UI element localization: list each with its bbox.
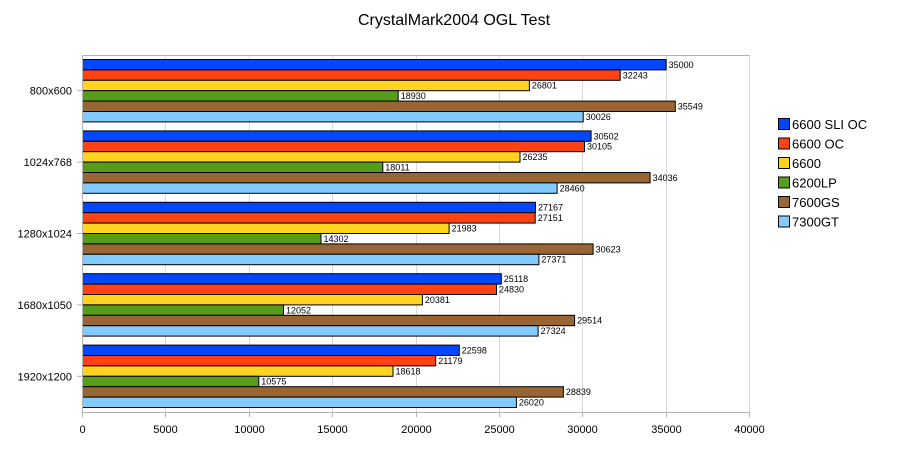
bar bbox=[82, 283, 497, 296]
bar bbox=[82, 161, 384, 174]
category-label: 800x600 bbox=[30, 86, 72, 98]
bar bbox=[82, 69, 621, 81]
data-label: 18930 bbox=[401, 91, 426, 101]
x-tick-label: 10000 bbox=[234, 424, 265, 436]
legend-swatch bbox=[778, 176, 790, 189]
bar bbox=[82, 172, 651, 184]
data-label: 27167 bbox=[538, 203, 563, 213]
bar bbox=[82, 90, 399, 102]
data-labels: 35000 32243 26801 18930 35549 30026 3050230105… bbox=[261, 60, 703, 408]
bar bbox=[82, 59, 667, 71]
legend-label: 6600 OC bbox=[792, 137, 844, 152]
bar bbox=[82, 243, 594, 255]
bar bbox=[82, 151, 521, 163]
data-label: 35549 bbox=[678, 102, 703, 112]
data-label: 27371 bbox=[541, 255, 566, 265]
legend-swatch bbox=[778, 137, 790, 150]
x-tick-label: 40000 bbox=[734, 424, 765, 436]
data-label: 24830 bbox=[499, 285, 524, 295]
data-label: 20381 bbox=[425, 295, 450, 305]
data-label: 18011 bbox=[385, 163, 409, 173]
data-label: 26020 bbox=[519, 398, 544, 408]
x-tick-label: 30000 bbox=[567, 424, 598, 436]
x-tick-label: 35000 bbox=[651, 424, 682, 436]
legend-item: 6200LP bbox=[778, 176, 837, 191]
x-tick-label: 5000 bbox=[153, 424, 177, 436]
bar bbox=[82, 294, 423, 306]
bar bbox=[82, 79, 530, 92]
data-label: 21983 bbox=[452, 224, 477, 234]
data-label: 34036 bbox=[653, 173, 678, 183]
legend-label: 6200LP bbox=[792, 176, 837, 191]
data-label: 28839 bbox=[566, 387, 591, 397]
bar bbox=[82, 140, 585, 153]
data-label: 35000 bbox=[669, 60, 694, 70]
category-label: 1680x1050 bbox=[18, 300, 72, 312]
data-label: 29514 bbox=[577, 316, 602, 326]
data-label: 30026 bbox=[586, 112, 611, 122]
data-label: 12052 bbox=[286, 305, 311, 315]
chart-title: CrystalMark2004 OGL Test bbox=[358, 12, 551, 29]
bar bbox=[82, 130, 592, 142]
data-label: 14302 bbox=[324, 234, 349, 244]
x-tick-label: 0 bbox=[79, 424, 85, 436]
legend-item: 6600 SLI OC bbox=[778, 117, 867, 132]
category-label: 1920x1200 bbox=[18, 371, 72, 383]
legend-label: 6600 SLI OC bbox=[792, 117, 867, 132]
data-label: 30502 bbox=[594, 131, 619, 141]
bar bbox=[82, 182, 558, 194]
bar bbox=[82, 111, 584, 123]
legend-swatch bbox=[778, 215, 790, 228]
legend-swatch bbox=[778, 118, 790, 130]
bar bbox=[82, 233, 322, 245]
legend-item: 7300GT bbox=[778, 215, 839, 230]
axes: 800x600 1024x768 1280x1024 1680x1050 1920x12… bbox=[18, 55, 765, 436]
data-label: 10575 bbox=[261, 377, 286, 387]
bar bbox=[82, 222, 450, 235]
bar bbox=[82, 273, 502, 285]
legend-item: 6600 bbox=[778, 156, 821, 171]
data-label: 26801 bbox=[532, 81, 557, 91]
bar bbox=[82, 365, 394, 377]
data-label: 25118 bbox=[504, 274, 528, 284]
bar bbox=[82, 304, 284, 316]
bar bbox=[82, 396, 517, 409]
category-label: 1024x768 bbox=[24, 157, 72, 169]
data-label: 30105 bbox=[587, 142, 612, 152]
x-tick-label: 15000 bbox=[317, 424, 348, 436]
data-label: 27151 bbox=[538, 213, 563, 223]
bar bbox=[82, 386, 564, 398]
legend-swatch bbox=[778, 196, 790, 208]
bar bbox=[82, 201, 536, 214]
data-label: 27324 bbox=[541, 326, 566, 336]
data-label: 18618 bbox=[396, 366, 421, 376]
data-label: 28460 bbox=[560, 183, 585, 193]
bar bbox=[82, 314, 576, 327]
x-tick-label: 20000 bbox=[401, 424, 432, 436]
data-label: 21179 bbox=[438, 356, 462, 366]
bar bbox=[82, 344, 460, 357]
bar bbox=[82, 253, 540, 266]
x-tick-label: 25000 bbox=[484, 424, 515, 436]
bar bbox=[82, 325, 539, 337]
data-label: 32243 bbox=[623, 70, 648, 80]
bar bbox=[82, 212, 536, 224]
data-label: 30623 bbox=[596, 244, 621, 254]
bar bbox=[82, 375, 260, 388]
legend: 6600 SLI OC 6600 OC 6600 6200LP 7600GS 7300GT bbox=[778, 117, 867, 230]
data-label: 22598 bbox=[462, 346, 487, 356]
legend-swatch bbox=[778, 157, 790, 169]
category-label: 1280x1024 bbox=[18, 229, 72, 241]
data-label: 26235 bbox=[523, 152, 548, 162]
legend-label: 6600 bbox=[792, 156, 821, 171]
legend-item: 6600 OC bbox=[778, 137, 844, 152]
bar bbox=[82, 100, 676, 112]
legend-label: 7600GS bbox=[792, 195, 840, 210]
legend-label: 7300GT bbox=[792, 215, 839, 230]
legend-item: 7600GS bbox=[778, 195, 840, 210]
bar bbox=[82, 355, 437, 367]
